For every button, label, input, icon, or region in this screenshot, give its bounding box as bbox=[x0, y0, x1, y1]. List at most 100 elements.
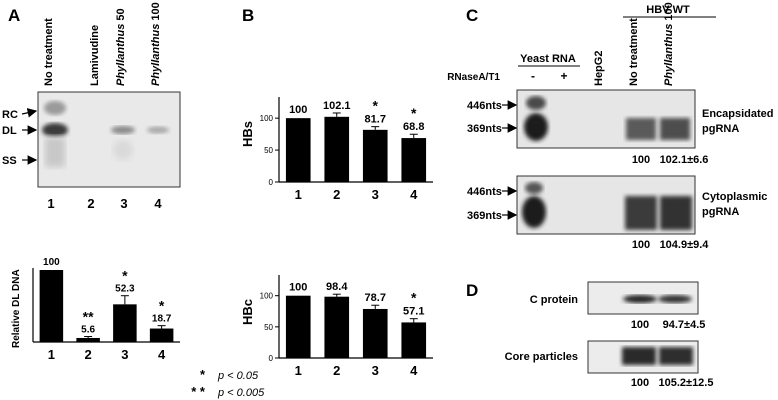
c-protein-label: C protein bbox=[530, 294, 579, 306]
panel-d-letter: D bbox=[466, 281, 478, 300]
bar bbox=[149, 328, 174, 342]
x-tick-label: 2 bbox=[85, 347, 92, 362]
legend-star-1: * bbox=[200, 367, 206, 382]
significance-mark: * bbox=[122, 268, 128, 284]
y-tick-label: 100 bbox=[260, 292, 274, 301]
significance-mark: * bbox=[159, 298, 165, 314]
data-label: 102.1 bbox=[323, 100, 351, 112]
data-label: 100 bbox=[43, 257, 60, 268]
data-label: 98.4 bbox=[326, 281, 348, 293]
encapsidated-label-2: pgRNA bbox=[702, 123, 739, 135]
western-blot-c-protein bbox=[587, 281, 699, 315]
bar bbox=[362, 308, 388, 358]
data-label: 78.7 bbox=[365, 292, 386, 304]
bar bbox=[76, 337, 100, 342]
yeast-rna-label: Yeast RNA bbox=[520, 53, 576, 65]
northern-blot-encapsidated bbox=[516, 89, 696, 149]
cytoplasmic-label-2: pgRNA bbox=[702, 206, 739, 218]
bar bbox=[324, 296, 350, 358]
cyto-value-no-treatment: 100 bbox=[632, 239, 650, 251]
band-label-dl: DL bbox=[2, 125, 17, 137]
chart-hbc: 0 50 100 100 1 98.4 2 78.7 3 57.1* 4 bbox=[260, 275, 433, 378]
rc-arrow bbox=[21, 108, 38, 118]
significance-mark: ** bbox=[83, 309, 94, 325]
x-tick-label: 3 bbox=[372, 363, 379, 378]
data-label: 18.7 bbox=[152, 314, 172, 325]
marker-446-top: 446nts bbox=[467, 100, 502, 112]
hbv-wt-label: HBV WT bbox=[646, 4, 690, 16]
legend-star-2: * * bbox=[191, 384, 206, 399]
panel-a-letter: A bbox=[8, 6, 20, 25]
band-label-ss: SS bbox=[2, 155, 17, 167]
encap-value-phyllanthus: 102.1±6.6 bbox=[660, 154, 709, 166]
chart-a-ylabel: Relative DL DNA bbox=[11, 269, 22, 348]
significance-legend: * p < 0.05 * * p < 0.005 bbox=[191, 367, 265, 399]
rnase-label: RNaseA/T1 bbox=[447, 72, 500, 83]
x-tick-label: 2 bbox=[333, 363, 340, 378]
y-tick-label: 50 bbox=[264, 146, 273, 155]
southern-blot bbox=[37, 91, 181, 188]
bar bbox=[401, 322, 427, 358]
x-tick-label: 4 bbox=[410, 187, 418, 202]
lane-label-phyllanthus-100: Phyllanthus 100 bbox=[150, 2, 162, 86]
data-label: 5.6 bbox=[81, 325, 95, 336]
blot-lane-number-3: 3 bbox=[120, 196, 127, 211]
significance-mark: * bbox=[373, 98, 379, 114]
core-value-no-treatment: 100 bbox=[631, 377, 649, 389]
lane-label-hepg2: HepG2 bbox=[593, 51, 605, 86]
encapsidated-label-1: Encapsidated bbox=[702, 108, 774, 120]
data-label: 81.7 bbox=[365, 114, 386, 126]
blot-lane-number-1: 1 bbox=[47, 196, 54, 211]
lane-label-c-phyllanthus-100: Phyllanthus 100 bbox=[663, 2, 675, 86]
lane-label-no-treatment: No treatment bbox=[43, 18, 55, 86]
lane-label-c-no-treatment: No treatment bbox=[628, 18, 640, 86]
data-label: 100 bbox=[289, 104, 307, 116]
lane-label-lamivudine: Lamivudine bbox=[89, 25, 101, 86]
panel-c-letter: C bbox=[466, 6, 478, 25]
x-tick-label: 1 bbox=[295, 187, 302, 202]
bar bbox=[401, 138, 427, 182]
bar bbox=[362, 129, 388, 182]
blot-lane-number-2: 2 bbox=[87, 196, 94, 211]
marker-446-bottom: 446nts bbox=[467, 186, 502, 198]
panel-b-letter: B bbox=[242, 6, 254, 25]
bar bbox=[285, 118, 311, 182]
y-tick-label: 100 bbox=[260, 114, 274, 123]
rnase-minus: - bbox=[531, 69, 535, 83]
encap-value-no-treatment: 100 bbox=[632, 154, 650, 166]
data-label: 100 bbox=[289, 282, 307, 294]
bar bbox=[113, 304, 137, 342]
x-tick-label: 3 bbox=[121, 347, 128, 362]
cytoplasmic-label-1: Cytoplasmic bbox=[702, 191, 767, 203]
legend-text-2: p < 0.005 bbox=[217, 387, 265, 399]
northern-blot-cytoplasmic bbox=[516, 175, 696, 235]
core-particles-label: Core particles bbox=[505, 351, 578, 363]
data-label: 57.1 bbox=[403, 306, 424, 318]
c-protein-value-phyllanthus: 94.7±4.5 bbox=[663, 319, 706, 331]
cyto-value-phyllanthus: 104.9±9.4 bbox=[660, 239, 710, 251]
chart-b-bottom-ylabel: HBc bbox=[240, 299, 255, 325]
y-tick-label: 50 bbox=[264, 323, 273, 332]
bar bbox=[39, 270, 64, 342]
bar bbox=[285, 295, 311, 358]
marker-369-bottom: 369nts bbox=[467, 210, 502, 222]
significance-mark: * bbox=[411, 105, 417, 121]
y-tick-label: 0 bbox=[269, 178, 274, 187]
x-tick-label: 2 bbox=[333, 187, 340, 202]
bar bbox=[324, 116, 350, 182]
marker-369-top: 369nts bbox=[467, 123, 502, 135]
rnase-plus: + bbox=[560, 69, 567, 83]
x-tick-label: 1 bbox=[48, 347, 55, 362]
y-tick-label: 0 bbox=[269, 354, 274, 363]
band-label-rc: RC bbox=[2, 109, 18, 121]
western-blot-core-particles bbox=[587, 340, 699, 374]
lane-label-phyllanthus-50: Phyllanthus 50 bbox=[115, 8, 127, 86]
x-tick-label: 4 bbox=[410, 363, 418, 378]
x-tick-label: 4 bbox=[158, 347, 166, 362]
core-value-phyllanthus: 105.2±12.5 bbox=[659, 377, 714, 389]
x-tick-label: 3 bbox=[372, 187, 379, 202]
chart-b-top-ylabel: HBs bbox=[240, 121, 255, 147]
